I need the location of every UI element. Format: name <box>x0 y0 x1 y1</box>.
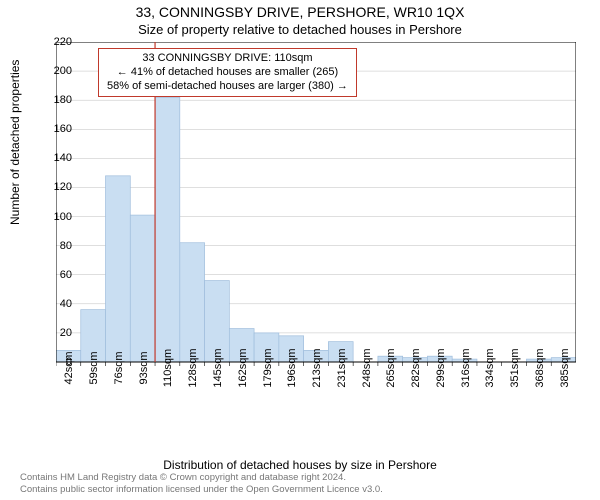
x-tick: 316sqm <box>460 348 472 387</box>
footer: Contains HM Land Registry data © Crown c… <box>20 472 383 496</box>
x-tick: 179sqm <box>262 348 274 387</box>
y-tick: 20 <box>42 327 72 339</box>
y-tick: 80 <box>42 240 72 252</box>
x-tick: 59sqm <box>88 351 100 384</box>
x-tick: 128sqm <box>187 348 199 387</box>
x-tick: 368sqm <box>534 348 546 387</box>
x-axis-label: Distribution of detached houses by size … <box>0 458 600 472</box>
y-tick: 100 <box>42 211 72 223</box>
y-axis-label: Number of detached properties <box>8 60 22 225</box>
callout-line3: 58% of semi-detached houses are larger (… <box>107 80 348 94</box>
x-tick: 93sqm <box>138 351 150 384</box>
x-tick: 145sqm <box>212 348 224 387</box>
x-tick: 213sqm <box>311 348 323 387</box>
chart-title: 33, CONNINGSBY DRIVE, PERSHORE, WR10 1QX <box>0 4 600 20</box>
y-tick: 180 <box>42 94 72 106</box>
x-tick: 351sqm <box>509 348 521 387</box>
x-tick: 282sqm <box>410 348 422 387</box>
y-tick: 40 <box>42 298 72 310</box>
footer-line1: Contains HM Land Registry data © Crown c… <box>20 472 383 484</box>
property-callout: 33 CONNINGSBY DRIVE: 110sqm ← 41% of det… <box>98 48 357 97</box>
x-tick: 334sqm <box>484 348 496 387</box>
y-tick: 200 <box>42 65 72 77</box>
x-tick: 42sqm <box>63 351 75 384</box>
x-tick: 110sqm <box>162 349 174 387</box>
y-tick: 120 <box>42 181 72 193</box>
callout-line1: 33 CONNINGSBY DRIVE: 110sqm <box>107 52 348 66</box>
y-tick: 160 <box>42 123 72 135</box>
x-tick: 162sqm <box>237 348 249 387</box>
x-tick: 76sqm <box>113 351 125 384</box>
x-tick: 299sqm <box>435 348 447 387</box>
callout-line2: ← 41% of detached houses are smaller (26… <box>107 66 348 80</box>
chart-subtitle: Size of property relative to detached ho… <box>0 22 600 37</box>
y-tick: 140 <box>42 152 72 164</box>
y-tick: 220 <box>42 36 72 48</box>
y-tick: 60 <box>42 269 72 281</box>
x-tick: 385sqm <box>559 348 571 387</box>
x-tick: 265sqm <box>385 348 397 387</box>
x-tick: 231sqm <box>336 348 348 387</box>
x-tick: 248sqm <box>361 348 373 387</box>
x-tick: 196sqm <box>286 348 298 387</box>
footer-line2: Contains public sector information licen… <box>20 484 383 496</box>
